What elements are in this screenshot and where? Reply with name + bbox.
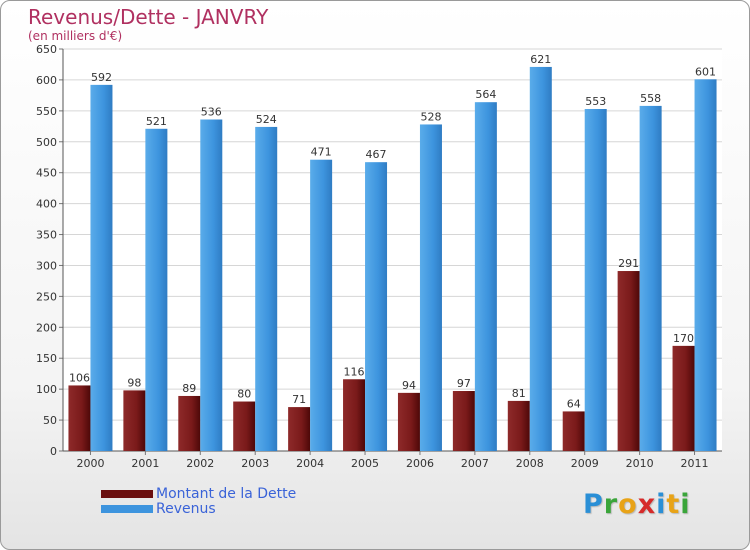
data-label-dette: 80 xyxy=(237,388,251,401)
x-tick-label: 2011 xyxy=(681,457,709,470)
data-label-revenus: 592 xyxy=(91,71,112,84)
logo-letter: i xyxy=(656,489,667,520)
bar-dette xyxy=(68,385,91,451)
bar-dette xyxy=(233,401,256,451)
y-tick-label: 200 xyxy=(36,321,57,334)
bar-revenus xyxy=(639,105,662,451)
y-tick-label: 0 xyxy=(50,445,57,458)
bar-dette xyxy=(397,392,420,451)
data-label-revenus: 564 xyxy=(475,88,496,101)
bar-dette xyxy=(288,407,311,451)
data-label-revenus: 521 xyxy=(146,115,167,128)
y-tick-label: 300 xyxy=(36,259,57,272)
bar-dette xyxy=(617,271,640,451)
data-label-dette: 170 xyxy=(673,332,694,345)
y-tick-label: 600 xyxy=(36,74,57,87)
y-tick-label: 400 xyxy=(36,198,57,211)
data-label-dette: 94 xyxy=(402,379,416,392)
bar-revenus xyxy=(584,108,607,451)
bar-dette xyxy=(178,395,201,451)
bar-revenus xyxy=(200,119,223,452)
legend-swatch-dette xyxy=(101,490,153,498)
bar-revenus xyxy=(474,102,497,452)
x-tick-label: 2005 xyxy=(351,457,379,470)
logo-letter: x xyxy=(637,489,657,520)
logo-letter: o xyxy=(618,489,638,520)
x-tick-label: 2001 xyxy=(131,457,159,470)
logo-letter: i xyxy=(680,489,691,520)
data-label-dette: 116 xyxy=(344,365,365,378)
bar-revenus xyxy=(365,162,388,451)
logo-letter: t xyxy=(666,489,681,520)
legend-label-revenus: Revenus xyxy=(156,501,216,517)
y-tick-label: 250 xyxy=(36,290,57,303)
y-tick-label: 150 xyxy=(36,352,57,365)
logo-letter: r xyxy=(603,489,619,520)
x-tick-label: 2006 xyxy=(406,457,434,470)
data-label-revenus: 621 xyxy=(530,53,551,66)
y-tick-label: 500 xyxy=(36,136,57,149)
y-tick-label: 350 xyxy=(36,229,57,242)
x-tick-label: 2002 xyxy=(186,457,214,470)
data-label-dette: 89 xyxy=(182,382,196,395)
bar-revenus xyxy=(310,159,333,451)
data-label-dette: 291 xyxy=(618,257,639,270)
data-label-revenus: 528 xyxy=(420,110,441,123)
bar-revenus xyxy=(529,66,552,451)
y-tick-label: 650 xyxy=(36,43,57,56)
bar-dette xyxy=(452,391,475,451)
data-label-revenus: 553 xyxy=(585,95,606,108)
bar-revenus xyxy=(90,84,113,452)
x-tick-label: 2008 xyxy=(516,457,544,470)
y-tick-label: 50 xyxy=(43,414,57,427)
chart-title: Revenus/Dette - JANVRY xyxy=(28,5,269,29)
plot-area xyxy=(63,49,722,451)
legend-swatch-revenus xyxy=(101,505,153,513)
x-tick-label: 2004 xyxy=(296,457,324,470)
data-label-revenus: 558 xyxy=(640,92,661,105)
bar-dette xyxy=(343,379,366,451)
bar-revenus xyxy=(255,126,278,452)
data-label-revenus: 467 xyxy=(366,148,387,161)
x-tick-label: 2000 xyxy=(76,457,104,470)
chart-subtitle: (en milliers d'€) xyxy=(28,29,123,43)
y-tick-label: 550 xyxy=(36,105,57,118)
data-label-dette: 97 xyxy=(457,377,471,390)
logo-letter: P xyxy=(583,489,604,520)
x-tick-label: 2007 xyxy=(461,457,489,470)
bar-dette xyxy=(123,390,146,451)
y-tick-label: 100 xyxy=(36,383,57,396)
proxiti-logo: Proxiti xyxy=(583,489,691,520)
data-label-dette: 98 xyxy=(127,376,141,389)
data-label-dette: 64 xyxy=(567,397,581,410)
bar-revenus xyxy=(694,79,717,451)
x-tick-label: 2003 xyxy=(241,457,269,470)
bar-revenus xyxy=(419,124,442,452)
data-label-revenus: 471 xyxy=(311,146,332,159)
x-tick-label: 2010 xyxy=(626,457,654,470)
data-label-revenus: 536 xyxy=(201,106,222,119)
y-tick-label: 450 xyxy=(36,167,57,180)
data-label-revenus: 524 xyxy=(256,113,277,126)
data-label-dette: 106 xyxy=(69,371,90,384)
legend-label-dette: Montant de la Dette xyxy=(156,486,297,502)
bar-dette xyxy=(672,345,695,451)
x-tick-label: 2009 xyxy=(571,457,599,470)
bar-revenus xyxy=(145,128,168,451)
data-label-revenus: 601 xyxy=(695,65,716,78)
bar-dette xyxy=(507,400,530,451)
data-label-dette: 71 xyxy=(292,393,306,406)
bar-dette xyxy=(562,411,585,451)
data-label-dette: 81 xyxy=(512,387,526,400)
